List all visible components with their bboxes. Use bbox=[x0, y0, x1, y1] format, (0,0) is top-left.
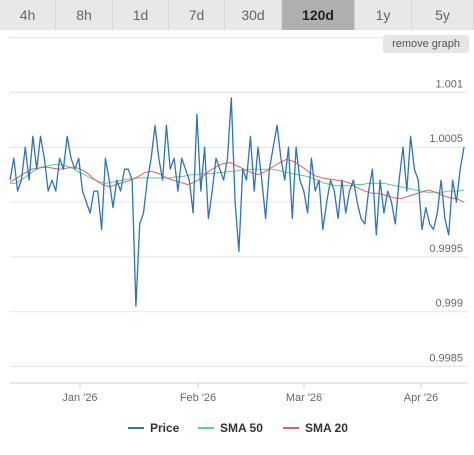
tab-8h[interactable]: 8h bbox=[56, 0, 113, 30]
x-axis-ticks: Jan '26 Feb '26 Mar '26 Apr '26 bbox=[10, 382, 468, 404]
legend-item-sma50[interactable]: SMA 50 bbox=[198, 418, 263, 438]
sma50-line bbox=[10, 164, 465, 193]
x-tick-label: Jan '26 bbox=[62, 392, 97, 404]
tab-5y[interactable]: 5y bbox=[412, 0, 474, 30]
legend-item-sma20[interactable]: SMA 20 bbox=[283, 418, 348, 438]
legend-swatch-sma50 bbox=[198, 426, 214, 429]
chart-legend: Price SMA 50 SMA 20 bbox=[0, 418, 474, 438]
tab-120d[interactable]: 120d bbox=[282, 0, 355, 30]
timeframe-tabs: 4h 8h 1d 7d 30d 120d 1y 5y bbox=[0, 0, 474, 30]
legend-swatch-sma20 bbox=[283, 426, 299, 429]
x-tick-label: Mar '26 bbox=[286, 392, 322, 404]
y-axis-ticks: 1.001 1.0005 0.9995 0.999 0.9985 bbox=[429, 78, 463, 364]
x-tick-label: Feb '26 bbox=[180, 392, 216, 404]
tab-30d[interactable]: 30d bbox=[225, 0, 282, 30]
remove-graph-button[interactable]: remove graph bbox=[383, 35, 469, 53]
legend-item-price[interactable]: Price bbox=[128, 418, 179, 438]
sma20-line bbox=[9, 158, 465, 203]
legend-label-sma50: SMA 50 bbox=[220, 421, 263, 435]
y-tick-label: 0.9985 bbox=[429, 353, 463, 365]
price-line bbox=[9, 97, 465, 307]
x-tick-label: Apr '26 bbox=[404, 392, 439, 404]
y-tick-label: 1.001 bbox=[435, 78, 463, 90]
chart-grid bbox=[10, 37, 468, 368]
tab-1d[interactable]: 1d bbox=[113, 0, 169, 30]
legend-swatch-price bbox=[128, 426, 144, 429]
tab-4h[interactable]: 4h bbox=[0, 0, 56, 30]
legend-label-price: Price bbox=[150, 421, 180, 435]
y-tick-label: 1.0005 bbox=[429, 133, 463, 145]
chart-series bbox=[9, 97, 465, 307]
legend-label-sma20: SMA 20 bbox=[305, 421, 348, 435]
tab-7d[interactable]: 7d bbox=[169, 0, 225, 30]
y-tick-label: 0.999 bbox=[435, 298, 463, 310]
tab-1y[interactable]: 1y bbox=[355, 0, 412, 30]
y-tick-label: 0.9995 bbox=[429, 243, 463, 255]
